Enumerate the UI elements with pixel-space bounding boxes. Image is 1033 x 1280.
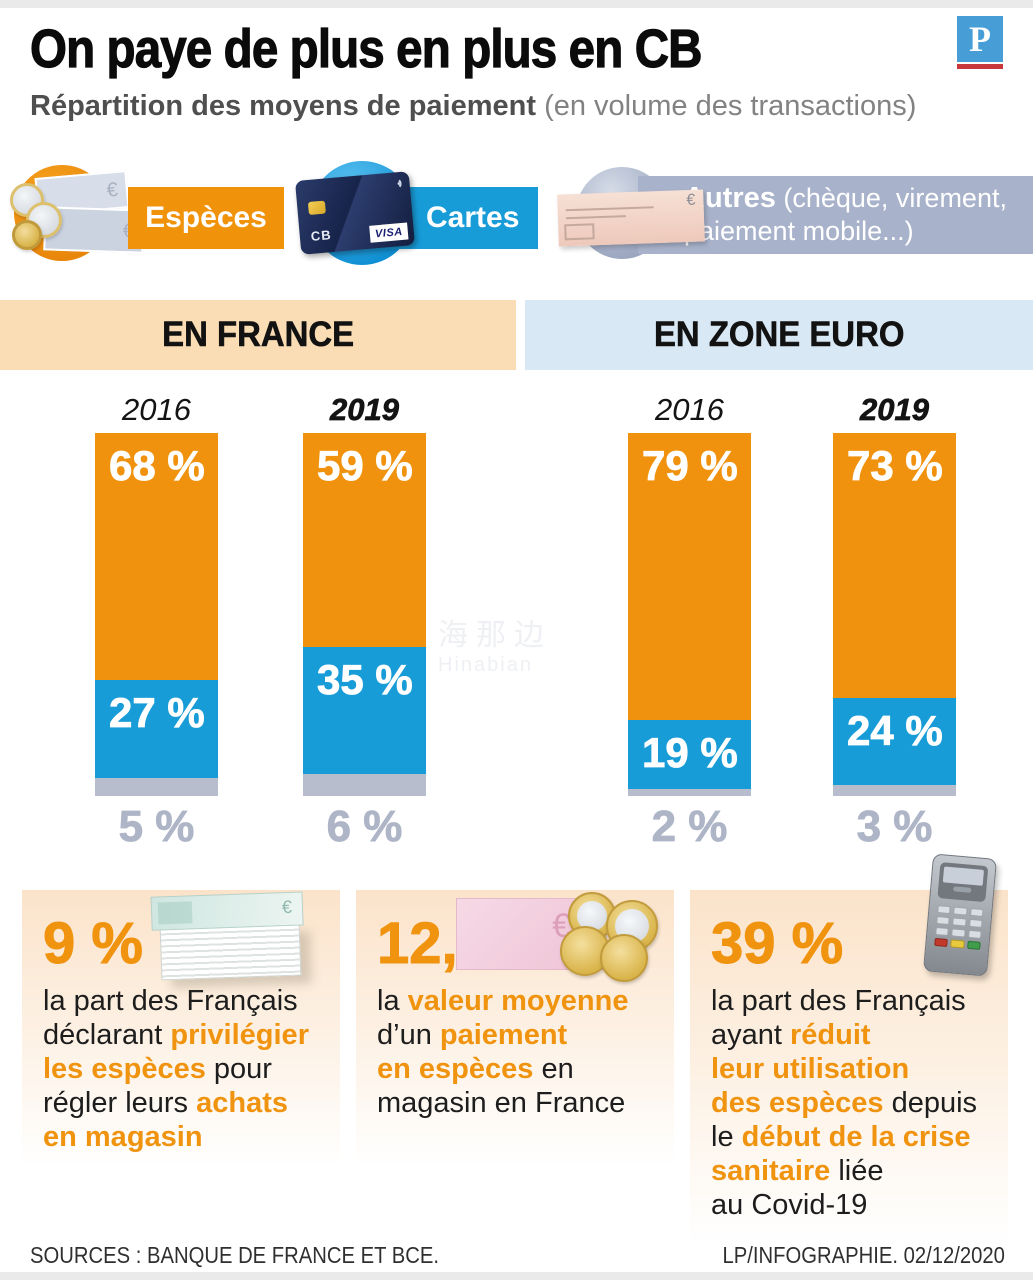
bar-value-label: 68 % (109, 442, 206, 490)
bar-value-label: 79 % (642, 442, 739, 490)
cheque-icon: € (557, 189, 705, 247)
page-title: On paye de plus en plus en CB (29, 18, 703, 79)
page-subtitle: Répartition des moyens de paiement (en v… (30, 90, 917, 122)
legend-especes: € € Espèces (0, 160, 292, 275)
fact-text: la part des Français ayant réduit leur u… (711, 985, 978, 1221)
fact-card-cash-preference: 9 % € la part des Français déclarant pri… (22, 890, 340, 1168)
segment-especes: 59 % (303, 433, 426, 647)
banknote-stack-icon: € (150, 891, 308, 982)
banknote-coins-icon: €€ (456, 890, 666, 986)
fact-text: la part des Français déclarant privilégi… (43, 985, 309, 1153)
le-parisien-logo: P (957, 16, 1003, 70)
cb-logo: CB (310, 227, 333, 244)
section-header-euro: EN ZONE EURO (525, 300, 1033, 370)
autres-value-label: 3 % (856, 802, 933, 852)
bar-value-label: 24 % (847, 707, 944, 755)
year-label-france-2019: 2019 (330, 392, 400, 428)
segment-autres (303, 774, 426, 796)
legend-especes-label: Espèces (128, 187, 284, 249)
infographic-credit: LP/INFOGRAPHIE. 02/12/2020 (722, 1242, 1005, 1268)
segment-cartes: 35 % (303, 647, 426, 774)
legend-cartes: Cartes CB VISA (294, 160, 540, 275)
year-label-france-2016: 2016 (122, 392, 191, 427)
autres-value-label: 6 % (326, 802, 403, 852)
contactless-icon (388, 177, 403, 192)
segment-autres (628, 789, 751, 796)
bar-value-label: 73 % (847, 442, 944, 490)
section-header-france: EN FRANCE (0, 300, 516, 370)
fact-text: la valeur moyenne d’un paiement en espèc… (377, 985, 629, 1119)
segment-cartes: 19 % (628, 720, 751, 789)
fact-card-reduced-cash-use: 39 % la part des Français ayant réduit l… (690, 853, 1008, 1245)
segment-especes: 68 % (95, 433, 218, 680)
legend-autres: Autres (chèque, virement, paiement mobil… (556, 160, 1033, 275)
visa-logo: VISA (369, 222, 409, 243)
sources-credit: SOURCES : BANQUE DE FRANCE ET BCE. (30, 1242, 440, 1268)
credit-card-icon: CB VISA (294, 171, 416, 255)
bar-value-label: 19 % (642, 729, 739, 777)
bar-value-label: 35 % (317, 656, 414, 704)
bar-france-2019: 59 % 35 % (303, 433, 426, 796)
logo-red-bar (957, 64, 1003, 69)
logo-letter: P (957, 16, 1003, 62)
bar-value-label: 59 % (317, 442, 414, 490)
fact-card-average-cash-payment: 12,30 € €€ la valeur moyenne d’un paieme… (356, 890, 674, 1168)
coin-icon (12, 220, 42, 250)
bar-value-label: 27 % (109, 689, 206, 737)
segment-autres (833, 785, 956, 796)
segment-autres (95, 778, 218, 796)
bar-france-2016: 68 % 27 % (95, 433, 218, 796)
card-terminal-icon (922, 853, 998, 977)
bar-euro-2016: 79 % 19 % (628, 433, 751, 796)
autres-value-label: 2 % (651, 802, 728, 852)
watermark: 海那边 Hinabian (438, 619, 552, 676)
year-label-euro-2019: 2019 (860, 392, 930, 428)
segment-especes: 73 % (833, 433, 956, 698)
bottom-border (0, 1272, 1033, 1280)
autres-value-label: 5 % (118, 802, 195, 852)
fact-value: 9 % (43, 910, 144, 976)
fact-value: 39 % (711, 910, 844, 976)
card-chip-icon (307, 200, 326, 216)
segment-cartes: 27 % (95, 680, 218, 778)
segment-especes: 79 % (628, 433, 751, 720)
top-border (0, 0, 1033, 8)
year-label-euro-2016: 2016 (655, 392, 724, 427)
bar-euro-2019: 73 % 24 % (833, 433, 956, 796)
segment-cartes: 24 % (833, 698, 956, 785)
